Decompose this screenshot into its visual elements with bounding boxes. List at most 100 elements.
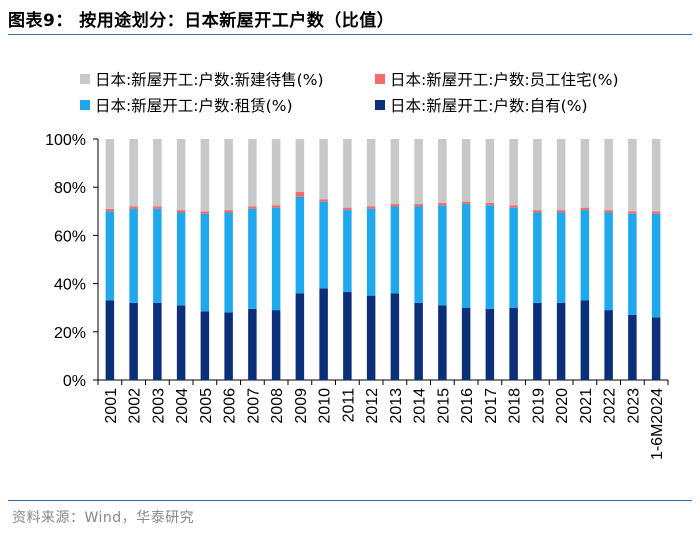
bar-segment-1-2013 bbox=[390, 206, 400, 294]
bar-segment-2-2002 bbox=[129, 206, 138, 209]
legend-item-rental: 日本:新屋开工:户数:租赁(%) bbox=[80, 94, 293, 116]
bar-segment-1-2023 bbox=[628, 213, 637, 315]
bar-segment-0-2006 bbox=[224, 312, 233, 380]
x-tick-label: 2018 bbox=[507, 388, 524, 424]
bar-segment-2-2003 bbox=[153, 206, 162, 209]
bar-segment-3-2022 bbox=[604, 139, 613, 211]
legend-label-owned: 日本:新屋开工:户数:自有(%) bbox=[390, 97, 588, 115]
bar-segment-1-2018 bbox=[509, 207, 518, 308]
bar-segment-0-2001 bbox=[105, 300, 115, 380]
y-tick-label: 80% bbox=[54, 180, 86, 197]
x-tick-label: 2021 bbox=[578, 388, 595, 424]
bar-segment-1-2017 bbox=[485, 205, 495, 309]
bar-segment-1-2012 bbox=[366, 208, 376, 296]
legend-item-employee-housing: 日本:新屋开工:户数:员工住宅(%) bbox=[375, 68, 619, 90]
x-tick-label: 2009 bbox=[293, 388, 310, 424]
x-tick-label: 2020 bbox=[554, 388, 571, 424]
y-tick-label: 100% bbox=[45, 132, 86, 149]
bar-segment-3-2010 bbox=[319, 139, 328, 200]
bar-segment-2-2008 bbox=[271, 205, 281, 208]
y-tick-label: 60% bbox=[54, 228, 86, 245]
bar-segment-3-2012 bbox=[366, 139, 376, 207]
bar-segment-2-2011 bbox=[343, 207, 352, 211]
bar-segment-0-2011 bbox=[343, 292, 352, 380]
bar-segment-2-2015 bbox=[438, 202, 447, 206]
y-tick-label: 40% bbox=[54, 277, 86, 294]
bar-segment-2-2001 bbox=[105, 208, 115, 212]
bar-segment-3-1-6M2024 bbox=[651, 139, 661, 212]
x-tick-label: 2022 bbox=[602, 388, 619, 424]
bar-segment-3-2004 bbox=[176, 139, 186, 211]
legend-swatch-new-for-sale bbox=[80, 74, 90, 84]
figure-title: 图表9： 按用途划分：日本新屋开工户数（比值） bbox=[8, 11, 395, 31]
x-tick-label: 2023 bbox=[625, 388, 642, 424]
bar-segment-2-2017 bbox=[485, 202, 495, 206]
bar-segment-0-2016 bbox=[461, 307, 471, 380]
bar-segment-3-2005 bbox=[200, 139, 210, 212]
bar-segment-2-2014 bbox=[414, 204, 423, 207]
x-tick-label: 2016 bbox=[459, 388, 476, 424]
bar-segment-3-2009 bbox=[295, 139, 305, 193]
x-tick-label: 2008 bbox=[269, 388, 286, 424]
bar-segment-0-2004 bbox=[176, 305, 186, 380]
bar-segment-1-2002 bbox=[129, 208, 138, 303]
bar-segment-3-2007 bbox=[248, 139, 257, 207]
bar-segment-0-2007 bbox=[248, 308, 257, 380]
legend-label-new-for-sale: 日本:新屋开工:户数:新建待售(%) bbox=[95, 71, 324, 89]
title-divider bbox=[8, 34, 692, 35]
bar-segment-1-2022 bbox=[604, 212, 613, 311]
legend-label-employee-housing: 日本:新屋开工:户数:员工住宅(%) bbox=[390, 71, 619, 89]
y-tick-label: 20% bbox=[54, 325, 86, 342]
legend-swatch-rental bbox=[80, 100, 90, 110]
bar-segment-0-2002 bbox=[129, 302, 138, 380]
x-tick-label: 2017 bbox=[483, 388, 500, 424]
bar-segment-1-2014 bbox=[414, 206, 423, 303]
bar-segment-3-2020 bbox=[556, 139, 566, 211]
bar-segment-1-1-6M2024 bbox=[651, 213, 661, 318]
bar-segment-1-2010 bbox=[319, 201, 328, 289]
x-tick-label: 2011 bbox=[340, 388, 357, 423]
bar-segment-1-2007 bbox=[248, 208, 257, 309]
bar-segment-1-2004 bbox=[176, 212, 186, 306]
legend-item-new-for-sale: 日本:新屋开工:户数:新建待售(%) bbox=[80, 68, 324, 90]
bar-segment-3-2023 bbox=[628, 139, 637, 212]
y-tick-label: 0% bbox=[63, 373, 86, 390]
bar-segment-1-2009 bbox=[295, 196, 305, 294]
bar-segment-3-2016 bbox=[461, 139, 471, 202]
bar-segment-0-2017 bbox=[485, 308, 495, 380]
bar-segment-2-2012 bbox=[366, 206, 376, 209]
bar-segment-0-2023 bbox=[628, 314, 637, 380]
bar-segment-3-2002 bbox=[129, 139, 138, 207]
bar-segment-3-2015 bbox=[438, 139, 447, 203]
bar-segment-1-2011 bbox=[343, 210, 352, 293]
legend-swatch-employee-housing bbox=[375, 74, 385, 84]
x-tick-label: 2015 bbox=[435, 388, 452, 424]
bar-segment-2-2010 bbox=[319, 199, 328, 202]
x-tick-label: 2019 bbox=[530, 388, 547, 424]
x-tick-label: 2005 bbox=[198, 388, 215, 424]
bar-segment-0-2003 bbox=[153, 302, 162, 380]
x-tick-label: 2012 bbox=[364, 388, 381, 424]
bar-segment-3-2011 bbox=[343, 139, 352, 208]
x-tick-label: 2002 bbox=[127, 388, 144, 424]
bar-segment-2-2023 bbox=[628, 211, 637, 214]
bar-segment-0-2005 bbox=[200, 311, 210, 380]
bar-segment-2-2009 bbox=[295, 192, 305, 197]
legend-label-rental: 日本:新屋开工:户数:租赁(%) bbox=[95, 97, 293, 115]
bar-segment-2-2007 bbox=[248, 206, 257, 209]
bar-segment-0-2021 bbox=[580, 300, 590, 380]
legend-swatch-owned bbox=[375, 100, 385, 110]
bar-segment-0-1-6M2024 bbox=[651, 317, 661, 380]
bar-segment-0-2012 bbox=[366, 295, 376, 380]
bar-segment-3-2006 bbox=[224, 139, 233, 211]
bar-segment-0-2014 bbox=[414, 302, 423, 380]
bar-segment-3-2017 bbox=[485, 139, 495, 203]
bar-segment-2-2018 bbox=[509, 205, 518, 208]
bar-segment-0-2015 bbox=[438, 305, 447, 380]
x-tick-label: 2010 bbox=[317, 388, 334, 424]
x-tick-label: 2014 bbox=[412, 388, 429, 424]
bar-segment-0-2022 bbox=[604, 310, 613, 380]
bar-segment-2-2013 bbox=[390, 204, 400, 207]
x-tick-label: 1-6M2024 bbox=[649, 388, 666, 460]
bar-segment-3-2003 bbox=[153, 139, 162, 207]
